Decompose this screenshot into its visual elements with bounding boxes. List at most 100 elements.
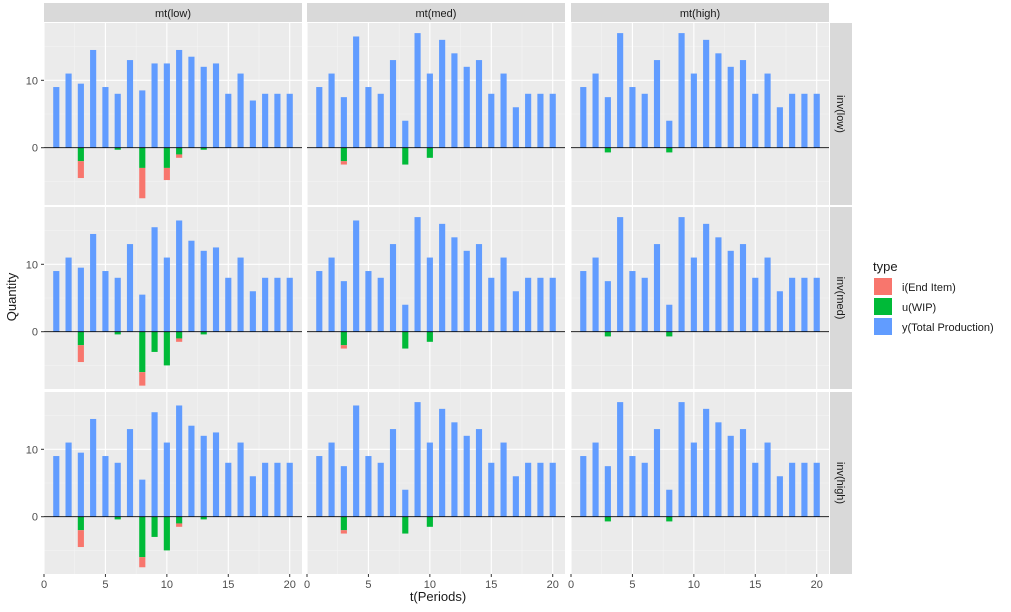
legend-key [874, 298, 892, 315]
bar-y-total-production [678, 402, 685, 517]
bar-y-total-production [65, 257, 72, 332]
x-tick-label: 15 [485, 579, 497, 591]
bar-u-wip [114, 516, 121, 520]
bar-y-total-production [488, 93, 495, 148]
bar-y-total-production [212, 432, 220, 517]
bar-i-end-item [77, 345, 84, 363]
x-tick-label: 10 [424, 579, 436, 591]
bar-y-total-production [592, 73, 599, 148]
facet-strip-mt(low) [44, 3, 302, 22]
bar-y-total-production [163, 63, 170, 148]
x-tick-label: 20 [811, 579, 823, 591]
bar-i-end-item [176, 523, 183, 527]
bar-y-total-production [274, 93, 281, 148]
bar-y-total-production [237, 73, 244, 148]
bar-y-total-production [789, 93, 796, 148]
bar-y-total-production [274, 462, 281, 517]
bar-u-wip [151, 331, 158, 352]
bar-y-total-production [678, 33, 685, 148]
bar-y-total-production [188, 240, 195, 332]
bar-y-total-production [402, 120, 409, 148]
legend-key [874, 278, 892, 295]
x-tick-label: 10 [688, 579, 700, 591]
bar-y-total-production [752, 462, 759, 517]
bar-y-total-production [439, 39, 446, 148]
facet-label-mt(low): mt(low) [155, 8, 191, 20]
bar-y-total-production [764, 442, 771, 517]
bar-y-total-production [789, 462, 796, 517]
bar-y-total-production [604, 466, 611, 517]
bar-y-total-production [377, 93, 384, 148]
bar-y-total-production [739, 60, 747, 148]
bar-y-total-production [237, 442, 244, 517]
bar-y-total-production [139, 294, 146, 332]
bar-y-total-production [262, 93, 269, 148]
bar-y-total-production [176, 49, 183, 148]
bar-y-total-production [604, 97, 611, 148]
bar-y-total-production [90, 418, 97, 517]
x-tick-label: 0 [304, 579, 310, 591]
bar-y-total-production [414, 402, 421, 517]
bar-y-total-production [249, 100, 256, 148]
bar-y-total-production [316, 87, 323, 148]
bar-u-wip [666, 516, 673, 522]
bar-y-total-production [764, 73, 771, 148]
bar-y-total-production [653, 60, 661, 148]
bar-y-total-production [488, 277, 495, 332]
bar-y-total-production [102, 456, 109, 517]
bar-y-total-production [328, 73, 335, 148]
bar-y-total-production [617, 33, 624, 148]
bar-y-total-production [426, 257, 433, 332]
bar-i-end-item [340, 161, 347, 165]
bar-y-total-production [690, 257, 697, 332]
bar-y-total-production [537, 93, 544, 148]
bar-u-wip [139, 331, 146, 373]
bar-y-total-production [53, 87, 60, 148]
bar-y-total-production [641, 93, 648, 148]
y-tick-label: 0 [32, 512, 38, 524]
bar-y-total-production [340, 281, 347, 332]
x-tick-label: 20 [547, 579, 559, 591]
bar-u-wip [200, 147, 207, 150]
bar-u-wip [77, 147, 84, 162]
bar-y-total-production [580, 271, 587, 332]
x-tick-label: 15 [222, 579, 234, 591]
bar-y-total-production [212, 63, 220, 148]
bar-y-total-production [537, 277, 544, 332]
bar-y-total-production [200, 435, 207, 517]
bar-y-total-production [789, 277, 796, 332]
facet-strip-mt(med) [307, 3, 565, 22]
bar-y-total-production [801, 462, 808, 517]
bar-u-wip [604, 516, 611, 522]
bar-y-total-production [286, 462, 293, 517]
legend-label: u(WIP) [902, 302, 936, 314]
bar-y-total-production [65, 73, 72, 148]
bar-u-wip [200, 331, 207, 335]
bar-y-total-production [439, 408, 446, 517]
bar-y-total-production [690, 442, 697, 517]
bar-y-total-production [764, 257, 771, 332]
bar-y-total-production [666, 489, 673, 517]
bar-u-wip [340, 331, 347, 346]
bar-y-total-production [414, 33, 421, 148]
bar-y-total-production [90, 233, 97, 332]
bar-u-wip [426, 516, 433, 527]
bar-y-total-production [604, 281, 611, 332]
bar-y-total-production [801, 93, 808, 148]
bar-u-wip [163, 516, 170, 551]
bar-y-total-production [151, 63, 158, 148]
bar-u-wip [176, 516, 183, 524]
bar-y-total-production [237, 257, 244, 332]
bar-y-total-production [377, 462, 384, 517]
bar-y-total-production [225, 93, 232, 148]
bar-y-total-production [114, 462, 121, 517]
bar-y-total-production [365, 271, 372, 332]
bar-y-total-production [176, 405, 183, 517]
bar-y-total-production [286, 93, 293, 148]
x-tick-label: 0 [41, 579, 47, 591]
bar-i-end-item [139, 372, 146, 386]
bar-y-total-production [53, 271, 60, 332]
bar-y-total-production [703, 39, 710, 148]
bar-y-total-production [126, 244, 134, 332]
bar-y-total-production [525, 277, 532, 332]
